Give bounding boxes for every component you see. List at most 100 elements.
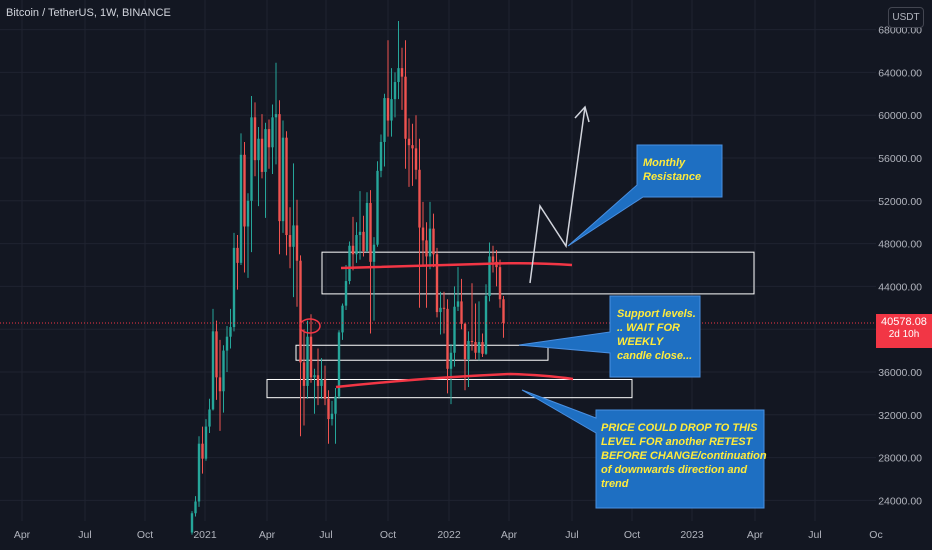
time-tick-label: Oct [624, 529, 640, 541]
price-tick-label: 24000.00 [878, 495, 922, 507]
time-tick-label: 2021 [193, 529, 217, 541]
candle-body [341, 305, 344, 333]
candle-body [446, 308, 449, 369]
candle-body [327, 398, 330, 420]
callout-line: Support levels. [617, 308, 696, 320]
price-axis-panel [876, 0, 932, 550]
candle-body [379, 141, 383, 171]
candle-body [260, 138, 264, 172]
candle [257, 126, 260, 207]
candle-body [432, 228, 435, 255]
candle-body [253, 117, 257, 161]
candle-body [449, 352, 453, 369]
price-tick-label: 44000.00 [878, 281, 922, 293]
callout-monthly-text: Monthly Resistance [643, 156, 701, 184]
candle-body [439, 307, 442, 313]
zone-box [321, 251, 755, 295]
price-tick-label: 52000.00 [878, 196, 922, 208]
chart-zone-boxes [266, 251, 755, 399]
candle-body [190, 513, 194, 533]
candle-body [477, 342, 481, 353]
candle [351, 216, 355, 271]
candle-body [320, 379, 323, 386]
candle-body [306, 336, 309, 386]
candle-body [229, 327, 232, 337]
candle-body [407, 138, 411, 146]
callout-line: of downwards direction and [601, 464, 748, 476]
candle [390, 68, 393, 137]
candle [320, 358, 323, 399]
candle-body [358, 231, 362, 236]
candle-body [421, 227, 425, 241]
candle-body [463, 323, 467, 360]
candle-body [355, 235, 358, 255]
zone-box [295, 344, 549, 361]
price-tick-label: 56000.00 [878, 153, 922, 165]
candle-body [204, 426, 208, 459]
currency-unit-badge[interactable]: USDT [888, 7, 924, 28]
time-axis: Apr Jul Oct 2021 Apr Jul Oct 2022 Apr Jul Oct 2023 A… [14, 529, 883, 541]
chart-title: Bitcoin / TetherUS, 1W, BINANCE [6, 7, 171, 19]
candle [232, 232, 236, 332]
candle-body [481, 342, 484, 354]
price-tick-label: 60000.00 [878, 110, 922, 122]
candle-body [386, 98, 390, 121]
candle [453, 286, 456, 367]
callout-line: WEEKLY [617, 336, 664, 348]
candle [470, 283, 474, 351]
resistance-red-line [340, 261, 573, 270]
candle [285, 131, 288, 256]
candle-body [295, 225, 299, 261]
candle [488, 242, 491, 302]
time-tick-label: Jul [319, 529, 332, 541]
candle [194, 496, 197, 517]
candle-body [246, 200, 250, 227]
candle [190, 511, 194, 535]
candle [467, 331, 470, 387]
candle-body [470, 340, 474, 343]
candle [208, 398, 211, 433]
candle-body [215, 331, 218, 378]
candle-body [453, 306, 456, 353]
time-tick-label: Jul [78, 529, 91, 541]
candle-body [334, 396, 337, 414]
time-tick-label: 2022 [437, 529, 461, 541]
candle [344, 265, 348, 310]
candle-body [250, 117, 253, 201]
last-price-badge: 40578.08 2d 10h [876, 314, 932, 348]
callout-line: Monthly [643, 157, 686, 169]
candle [428, 201, 432, 270]
candle [463, 322, 467, 391]
candle [204, 419, 208, 461]
candle [278, 100, 281, 255]
candle-body [330, 413, 334, 420]
callout-line: Resistance [643, 171, 702, 183]
candle [442, 291, 446, 334]
candle [477, 301, 481, 361]
callout-drop-text: PRICE COULD DROP TO THIS LEVEL FOR anoth… [601, 421, 767, 491]
candle-body [278, 114, 281, 222]
zone-box [266, 378, 633, 399]
candle [292, 163, 295, 298]
candle-body [488, 256, 491, 297]
candle-body [404, 76, 407, 139]
candle-body [435, 254, 439, 313]
candle-body [397, 68, 400, 83]
time-tick-label: 2023 [680, 529, 704, 541]
candle [421, 201, 425, 265]
candle [400, 47, 404, 110]
candle [439, 291, 442, 335]
candle-body [369, 202, 372, 262]
candle-body [362, 231, 365, 252]
candle [358, 191, 362, 260]
callout-drop [521, 389, 765, 509]
candle-body [267, 129, 271, 148]
candle-body [351, 245, 355, 255]
candle [264, 122, 267, 218]
candle-body [211, 331, 215, 410]
callout-line: LEVEL FOR another RETEST [601, 436, 753, 448]
candle [330, 400, 334, 426]
price-tick-label: 48000.00 [878, 239, 922, 251]
candle [229, 308, 232, 349]
